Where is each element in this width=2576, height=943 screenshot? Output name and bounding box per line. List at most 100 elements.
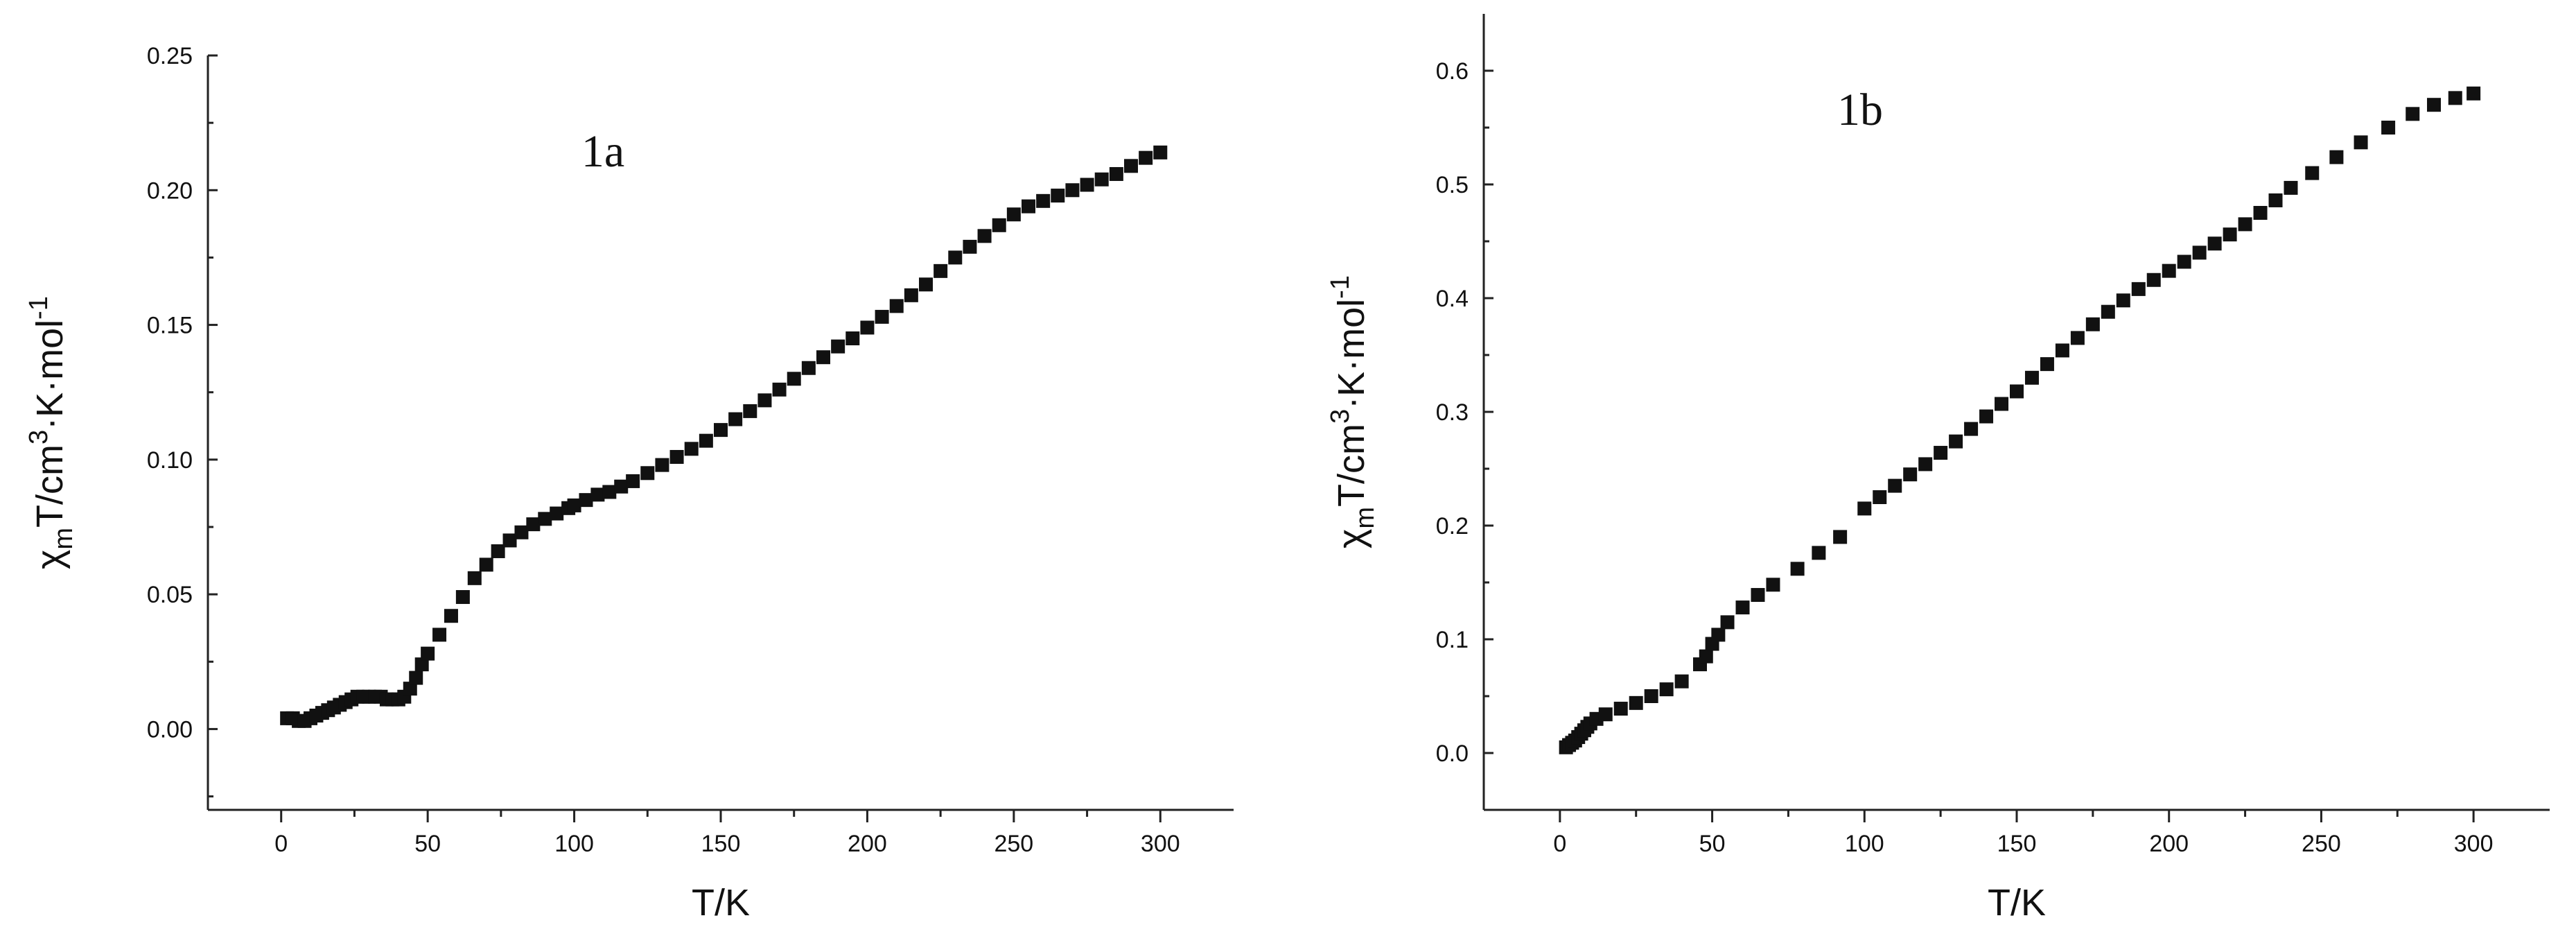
chart-1b-data-point: [2268, 193, 2283, 207]
chart-1a-data-point: [904, 288, 918, 302]
chart-1b-data-point: [2223, 227, 2237, 242]
chart-1a-data-point: [963, 239, 977, 254]
chart-1b-x-tick-label: 200: [2149, 831, 2189, 857]
chart-panel-1a: 0.00 0.05 0.10 0.15 0.20 0.25 0 50 100 150 200 250 3…: [24, 43, 1234, 924]
chart-1b-data-point: [1873, 490, 1887, 504]
chart-1b-data-point: [2116, 293, 2130, 308]
chart-1a-data-point: [875, 309, 889, 324]
chart-1a-data-point: [421, 646, 435, 661]
chart-1b-data-point: [2406, 107, 2420, 121]
chart-1b-data-point: [2253, 206, 2268, 220]
chart-1b-x-tick-label: 250: [2302, 831, 2341, 857]
chart-1b-data-point: [1934, 446, 1948, 460]
chart-1a-data-point: [444, 609, 458, 623]
chart-1b-data-point: [2284, 180, 2298, 195]
chart-1a-y-tick-label: 0.20: [147, 178, 193, 204]
chart-1a-x-tick-label: 200: [848, 831, 887, 857]
chart-1b-y-tick-label: 0.2: [1436, 513, 1469, 539]
chart-1a-data-point: [455, 590, 470, 605]
chart-1a-data-point: [502, 533, 517, 548]
chart-1b-data-point: [1918, 457, 1933, 472]
chart-1a-data-point: [1139, 150, 1153, 165]
chart-1b-x-tick-label: 150: [1997, 831, 2037, 857]
chart-1b-data-point: [2354, 135, 2368, 150]
chart-1a-y-axis-title: χmT/cm3·K·mol-1: [24, 296, 78, 569]
chart-1b-data-point: [1888, 478, 1902, 493]
chart-1a-data-point: [602, 485, 617, 499]
chart-1b-data-point: [1833, 530, 1848, 544]
chart-1a-data-point: [479, 557, 493, 572]
chart-1b-x-tick-label: 300: [2454, 831, 2494, 857]
chart-1b-data-point: [1751, 588, 1765, 603]
chart-1b-data-point: [1644, 689, 1658, 703]
chart-1a-data-point: [1006, 207, 1021, 222]
chart-1a-data-point: [626, 474, 640, 488]
chart-1a-svg: 0.00 0.05 0.10 0.15 0.20 0.25 0 50 100 150 200 250 3…: [24, 43, 1234, 924]
chart-1a-panel-label: 1a: [581, 126, 624, 177]
chart-1a-data-point: [801, 361, 816, 375]
chart-1a-data-point: [948, 250, 963, 265]
chart-1b-data-point: [1598, 707, 1613, 722]
chart-1a-x-tick-label: 50: [414, 831, 441, 857]
chart-1b-y-tick-label: 0.3: [1436, 399, 1469, 426]
chart-1b-data-point: [1735, 600, 1750, 615]
chart-1a-data-point: [514, 525, 529, 539]
chart-1a-data-point: [1036, 193, 1051, 208]
chart-1b-data-point: [2010, 384, 2024, 399]
chart-1b-data-point: [1711, 628, 1726, 642]
chart-1a-data-point: [567, 498, 581, 512]
chart-1b-data-point: [2101, 304, 2115, 319]
chart-1b-data-point: [1979, 409, 1994, 424]
chart-1a-y-tick-label: 0.10: [147, 447, 193, 474]
chart-1a-data-point: [669, 449, 684, 464]
chart-1b-data-point: [2085, 317, 2100, 331]
chart-1a-data-point: [699, 433, 713, 448]
chart-1a-data-point: [772, 382, 787, 397]
chart-1b-data-point: [2427, 98, 2442, 112]
chart-1b-data-point: [2024, 370, 2039, 385]
chart-1a-data-point: [889, 299, 904, 313]
chart-1a-data-point: [1080, 178, 1094, 192]
chart-1a-data-point: [977, 229, 992, 243]
chart-1b-data-point: [1674, 674, 1689, 689]
chart-1b-y-axis-title: χmT/cm3·K·mol-1: [1326, 275, 1380, 548]
chart-1a-data-point: [845, 331, 860, 345]
chart-1a-data-point: [816, 350, 830, 365]
chart-1b-data-point: [2040, 357, 2054, 372]
chart-1a-data-point: [1109, 166, 1123, 181]
chart-1b-data-point: [2467, 86, 2481, 101]
chart-1b-panel-label: 1b: [1837, 85, 1883, 135]
chart-1a-data-point: [538, 512, 552, 526]
chart-1a-data-point: [757, 393, 772, 408]
chart-1b-data-point: [2146, 272, 2161, 287]
chart-1b-data-point: [1812, 546, 1826, 560]
chart-1b-data-point: [1659, 682, 1674, 697]
chart-1a-x-tick-label: 0: [274, 831, 288, 857]
chart-1b-data-point: [1995, 397, 2009, 411]
chart-1b-data-point: [1964, 422, 1979, 436]
chart-1b-svg: 0.0 0.1 0.2 0.3 0.4 0.5 0.6 0 50 100 150 200 250 300 T…: [1326, 14, 2550, 924]
chart-1a-data-point: [590, 487, 605, 502]
chart-1a-data-point: [579, 493, 593, 508]
chart-1b-y-tick-label: 0.0: [1436, 741, 1469, 767]
chart-1a-data-point: [1094, 172, 1109, 187]
chart-1a-data-point: [1051, 189, 1065, 203]
chart-panel-1b: 0.0 0.1 0.2 0.3 0.4 0.5 0.6 0 50 100 150 200 250 300 T…: [1288, 0, 2576, 943]
chart-1a-x-axis-title: T/K: [692, 882, 750, 924]
chart-1a-x-tick-label: 150: [701, 831, 741, 857]
chart-1b-data-point: [2329, 150, 2344, 164]
chart-1a-data-point: [743, 404, 757, 418]
chart-1a-y-tick-label: 0.15: [147, 313, 193, 339]
chart-1b-x-tick-label: 50: [1699, 831, 1726, 857]
chart-1a-data-point: [526, 517, 541, 532]
chart-1b-y-tick-label: 0.6: [1436, 58, 1469, 85]
chart-1a-x-tick-label: 300: [1141, 831, 1180, 857]
chart-1b-x-tick-label: 0: [1553, 831, 1566, 857]
chart-1a-data-point: [787, 372, 801, 386]
chart-1a-y-tick-label: 0.05: [147, 582, 193, 608]
chart-1b-data-point: [2131, 282, 2146, 296]
chart-1a-data-point: [409, 671, 423, 685]
chart-1a-data-point: [550, 506, 564, 521]
chart-1a-y-tick-label: 0.25: [147, 43, 193, 69]
chart-1a-y-tick-label: 0.00: [147, 716, 193, 743]
